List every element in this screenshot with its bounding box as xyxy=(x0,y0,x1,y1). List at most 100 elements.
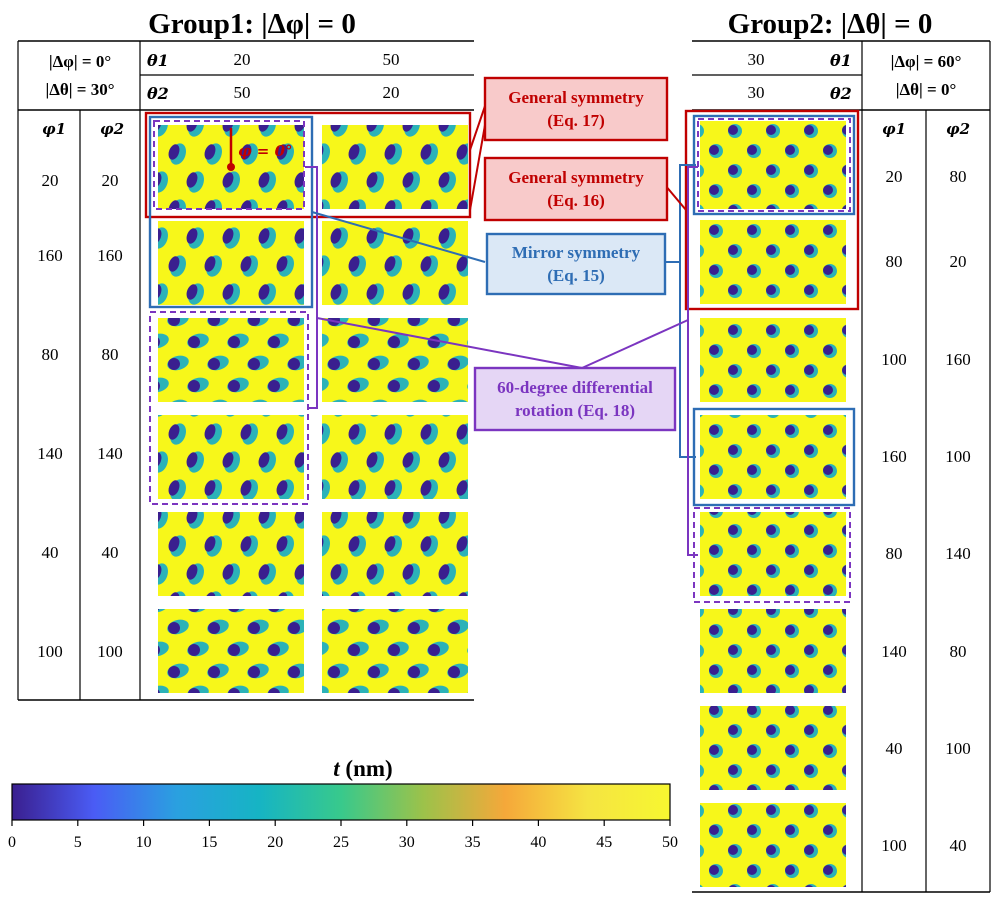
highlight-rotation-group2-dashed-top xyxy=(697,118,851,212)
group2-title: Group2: |Δθ| = 0 xyxy=(728,8,933,40)
group2-row-phi1: 100 xyxy=(881,350,907,369)
group1-row-phi1: 140 xyxy=(37,444,63,463)
callout-line2: rotation (Eq. 18) xyxy=(515,401,635,420)
group2-cond-dtheta: |Δθ| = 0° xyxy=(896,80,957,99)
group2-row-phi2: 20 xyxy=(950,252,967,271)
colorbar-tick-label: 50 xyxy=(662,834,678,851)
callout-general-symmetry-eq16: General symmetry (Eq. 16) xyxy=(483,156,669,222)
highlight-rotation-group1-dashed-top xyxy=(153,120,305,210)
group1-row-phi2: 20 xyxy=(102,171,119,190)
group2-phi2-header: φ2 xyxy=(946,120,970,138)
callout-mirror-symmetry-eq15: Mirror symmetry (Eq. 15) xyxy=(485,232,667,296)
group1-tile xyxy=(322,415,468,499)
group2-tile xyxy=(700,803,846,887)
group2-theta2-value: 30 xyxy=(748,83,765,102)
colorbar-tick-label: 25 xyxy=(333,834,349,851)
group2-row-phi1: 20 xyxy=(886,167,903,186)
group1-tile xyxy=(158,609,304,693)
group2-row-phi2: 40 xyxy=(950,836,967,855)
group2-row-phi1: 160 xyxy=(881,447,907,466)
group2-row-phi2: 80 xyxy=(950,642,967,661)
group1-theta2-value-b: 20 xyxy=(383,83,400,102)
group1-cond-dphi: |Δφ| = 0° xyxy=(49,52,111,71)
group1-row-phi1: 40 xyxy=(42,543,59,562)
callout-general-symmetry-eq17: General symmetry (Eq. 17) xyxy=(483,76,669,142)
group2-row-phi1: 40 xyxy=(886,739,903,758)
group2-row-phi2: 80 xyxy=(950,167,967,186)
callout-line1: General symmetry xyxy=(508,168,644,187)
group2-row-phi1: 80 xyxy=(886,544,903,563)
group2-tile xyxy=(700,706,846,790)
group1-phi2-header: φ2 xyxy=(100,120,124,138)
group2-theta2-label: θ2 xyxy=(830,84,852,103)
group1-theta2-value-a: 50 xyxy=(234,83,251,102)
group1-row-phi2: 80 xyxy=(102,345,119,364)
group2-theta1-label: θ1 xyxy=(830,51,852,70)
group2-theta1-value: 30 xyxy=(748,50,765,69)
group2-tile xyxy=(700,512,846,596)
colorbar-title-symbol: t xyxy=(333,756,340,781)
group1-tile xyxy=(158,318,304,402)
group1-row-phi2: 160 xyxy=(97,246,123,265)
group1-theta1-label: θ1 xyxy=(147,51,169,70)
group2-row-phi2: 100 xyxy=(945,739,971,758)
group2-phi1-header: φ1 xyxy=(882,120,906,138)
group2-row-phi1: 80 xyxy=(886,252,903,271)
colorbar-tick-label: 15 xyxy=(201,834,217,851)
group1: Group1: |Δφ| = 0 |Δφ| = 0° |Δθ| = 30° θ1… xyxy=(17,8,474,701)
callout-line2: (Eq. 17) xyxy=(547,111,605,130)
colorbar-tick-label: 45 xyxy=(596,834,612,851)
group2-tile xyxy=(700,121,846,209)
group1-phi1-header: φ1 xyxy=(42,120,66,138)
group1-tile xyxy=(322,512,468,596)
group2-row-phi1: 100 xyxy=(881,836,907,855)
group2-cond-dphi: |Δφ| = 60° xyxy=(891,52,962,71)
highlight-rotation-group1-bracket xyxy=(305,166,318,409)
callouts: General symmetry (Eq. 17) General symmet… xyxy=(311,76,689,432)
colorbar-title-unit: (nm) xyxy=(340,756,393,781)
group1-row-phi2: 140 xyxy=(97,444,123,463)
group2-tile xyxy=(700,415,846,499)
callout-differential-rotation-eq18: 60-degree differential rotation (Eq. 18) xyxy=(473,366,677,432)
group1-tile xyxy=(158,415,304,499)
group1-row-phi2: 40 xyxy=(102,543,119,562)
callout-line1: Mirror symmetry xyxy=(512,243,641,262)
group1-tile xyxy=(322,609,468,693)
group1-tile xyxy=(322,125,468,209)
group2-row-phi2: 140 xyxy=(945,544,971,563)
colorbar: t (nm) 0 5 10 15 20 25 30 35 40 45 50 xyxy=(8,756,678,851)
highlight-general-symmetry-eq17 xyxy=(144,111,472,219)
colorbar-bar xyxy=(11,783,671,821)
group1-tile xyxy=(322,318,468,402)
colorbar-ticks: 0 5 10 15 20 25 30 35 40 45 50 xyxy=(8,820,678,851)
group2-row-phi2: 100 xyxy=(945,447,971,466)
colorbar-tick-label: 35 xyxy=(465,834,481,851)
colorbar-tick-label: 5 xyxy=(74,834,82,851)
group2-tile xyxy=(700,318,846,402)
group2-row-phi1: 140 xyxy=(881,642,907,661)
group1-row-phi1: 100 xyxy=(37,642,63,661)
group1-row-phi2: 100 xyxy=(97,642,123,661)
group1-theta2-label: θ2 xyxy=(147,84,169,103)
phi-zero-dot xyxy=(227,163,235,171)
group2-row-phi2: 160 xyxy=(945,350,971,369)
colorbar-tick-label: 30 xyxy=(399,834,415,851)
group1-tile xyxy=(322,221,468,305)
colorbar-tick-label: 20 xyxy=(267,834,283,851)
group1-theta1-value-b: 50 xyxy=(383,50,400,69)
callout-line2: (Eq. 16) xyxy=(547,191,605,210)
group1-row-phi1: 80 xyxy=(42,345,59,364)
colorbar-tick-label: 40 xyxy=(530,834,546,851)
highlight-rotation-bracket-group2 xyxy=(687,166,698,556)
group2-tile xyxy=(700,220,846,304)
group1-row-phi1: 160 xyxy=(37,246,63,265)
colorbar-title: t (nm) xyxy=(333,756,392,781)
callout-line1: General symmetry xyxy=(508,88,644,107)
group1-title: Group1: |Δφ| = 0 xyxy=(148,8,356,40)
group2-tile xyxy=(700,609,846,693)
group1-cond-dtheta: |Δθ| = 30° xyxy=(45,80,114,99)
callout-line2: (Eq. 15) xyxy=(547,266,605,285)
phi-zero-label: φ = 0° xyxy=(238,142,293,160)
callout-line1: 60-degree differential xyxy=(497,378,653,397)
